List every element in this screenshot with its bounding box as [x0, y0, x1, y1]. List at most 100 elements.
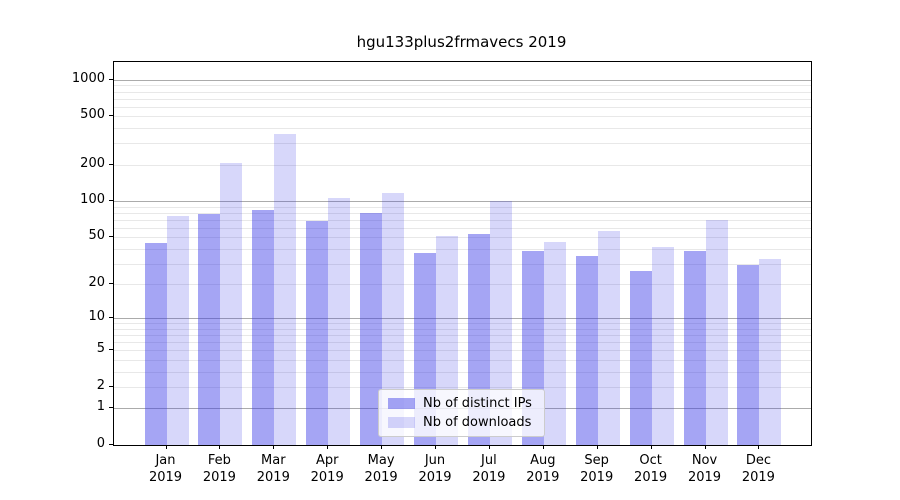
x-axis-month-label: Feb 2019: [189, 452, 249, 486]
bar-distinct-ips-sep: [575, 255, 598, 445]
month-year: 2019: [741, 470, 775, 485]
bar-distinct-ips-jan: [144, 242, 167, 445]
month-name: Dec: [745, 453, 771, 468]
x-axis-tick-mark: [543, 445, 544, 449]
minor-gridline: [114, 359, 811, 361]
minor-gridline: [114, 371, 811, 373]
y-axis-tick-label: 20: [88, 275, 105, 291]
bar-downloads-may: [382, 193, 405, 445]
bar-distinct-ips-nov: [683, 251, 706, 445]
legend-swatch-distinct-ips: [388, 398, 415, 409]
minor-gridline: [114, 323, 811, 325]
bar-distinct-ips-dec: [737, 265, 760, 445]
month-year: 2019: [687, 470, 722, 485]
bar-downloads-apr: [328, 197, 351, 445]
x-axis-tick-mark: [489, 445, 490, 449]
x-axis-tick-mark: [381, 445, 382, 449]
month-name: Sep: [584, 453, 609, 468]
y-axis-tick-mark: [109, 283, 113, 284]
month-name: Nov: [691, 453, 718, 468]
y-axis-tick-label: 0: [96, 436, 105, 451]
minor-gridline: [114, 386, 811, 388]
month-name: May: [367, 453, 395, 468]
y-axis-tick-label: 1000: [71, 70, 105, 86]
y-axis-tick-label: 10: [88, 309, 105, 325]
month-name: Jan: [155, 453, 176, 468]
minor-gridline: [114, 128, 811, 130]
x-axis-tick-mark: [435, 445, 436, 449]
month-year: 2019: [418, 470, 452, 485]
y-axis-tick-label: 200: [80, 155, 105, 171]
y-axis-tick-mark: [109, 349, 113, 350]
minor-gridline: [114, 116, 811, 118]
month-name: Oct: [639, 453, 662, 468]
minor-gridline: [114, 164, 811, 166]
month-year: 2019: [634, 470, 668, 485]
y-axis-tick-mark: [109, 164, 113, 165]
minor-gridline: [114, 206, 811, 208]
y-axis-tick-label: 2: [96, 377, 105, 393]
x-axis-tick-mark: [166, 445, 167, 449]
chart-title: hgu133plus2frmavecs 2019: [356, 33, 567, 51]
bar-distinct-ips-oct: [629, 270, 652, 445]
x-axis-month-label: Jan 2019: [136, 452, 196, 486]
legend-label-downloads: Nb of downloads: [423, 415, 532, 430]
y-axis-tick-label: 100: [80, 192, 105, 207]
bar-distinct-ips-apr: [306, 221, 329, 445]
minor-gridline: [114, 350, 811, 352]
major-gridline: [114, 79, 811, 81]
minor-gridline: [114, 284, 811, 286]
x-axis-month-label: Jun 2019: [405, 452, 465, 486]
minor-gridline: [114, 328, 811, 330]
minor-gridline: [114, 227, 811, 229]
minor-gridline: [114, 143, 811, 145]
y-axis-tick-mark: [109, 79, 113, 80]
x-axis-tick-mark: [651, 445, 652, 449]
y-axis-tick-label: 1: [96, 399, 105, 415]
bar-downloads-nov: [705, 219, 728, 445]
y-axis-tick-label: 50: [88, 228, 105, 244]
minor-gridline: [114, 212, 811, 214]
x-axis-month-label: Nov 2019: [675, 452, 735, 486]
minor-gridline: [114, 219, 811, 221]
bar-downloads-jul: [489, 201, 512, 445]
x-axis-month-label: Oct 2019: [621, 452, 681, 486]
x-axis-month-label: Jul 2019: [459, 452, 519, 486]
minor-gridline: [114, 237, 811, 239]
x-axis-month-label: Apr 2019: [297, 452, 357, 486]
minor-gridline: [114, 263, 811, 265]
month-year: 2019: [472, 470, 506, 485]
legend: Nb of distinct IPs Nb of downloads: [378, 389, 545, 437]
minor-gridline: [114, 248, 811, 250]
x-axis-tick-mark: [327, 445, 328, 449]
x-axis-month-label: Sep 2019: [567, 452, 627, 486]
y-axis-tick-mark: [109, 386, 113, 387]
minor-gridline: [114, 342, 811, 344]
x-axis-month-label: May 2019: [351, 452, 411, 486]
minor-gridline: [114, 335, 811, 337]
month-name: Apr: [315, 453, 339, 468]
month-name: Jun: [424, 453, 446, 468]
y-axis-tick-mark: [109, 236, 113, 237]
y-axis-tick-mark: [109, 407, 113, 408]
x-axis-tick-mark: [758, 445, 759, 449]
legend-swatch-downloads: [388, 417, 415, 428]
y-axis-tick-mark: [109, 200, 113, 201]
x-axis-tick-mark: [597, 445, 598, 449]
x-axis-month-label: Dec 2019: [728, 452, 788, 486]
y-axis-tick-label: 5: [96, 341, 105, 357]
month-name: Aug: [530, 453, 556, 468]
x-axis-tick-mark: [273, 445, 274, 449]
month-year: 2019: [364, 470, 398, 485]
x-axis-tick-mark: [705, 445, 706, 449]
month-name: Jul: [481, 453, 497, 468]
bar-downloads-jan: [166, 216, 189, 445]
bar-downloads-dec: [759, 258, 782, 445]
month-year: 2019: [310, 470, 344, 485]
bar-distinct-ips-mar: [252, 209, 275, 445]
bar-distinct-ips-may: [360, 212, 383, 445]
minor-gridline: [114, 106, 811, 108]
bar-downloads-mar: [274, 133, 297, 445]
minor-gridline: [114, 85, 811, 87]
month-year: 2019: [148, 470, 183, 485]
